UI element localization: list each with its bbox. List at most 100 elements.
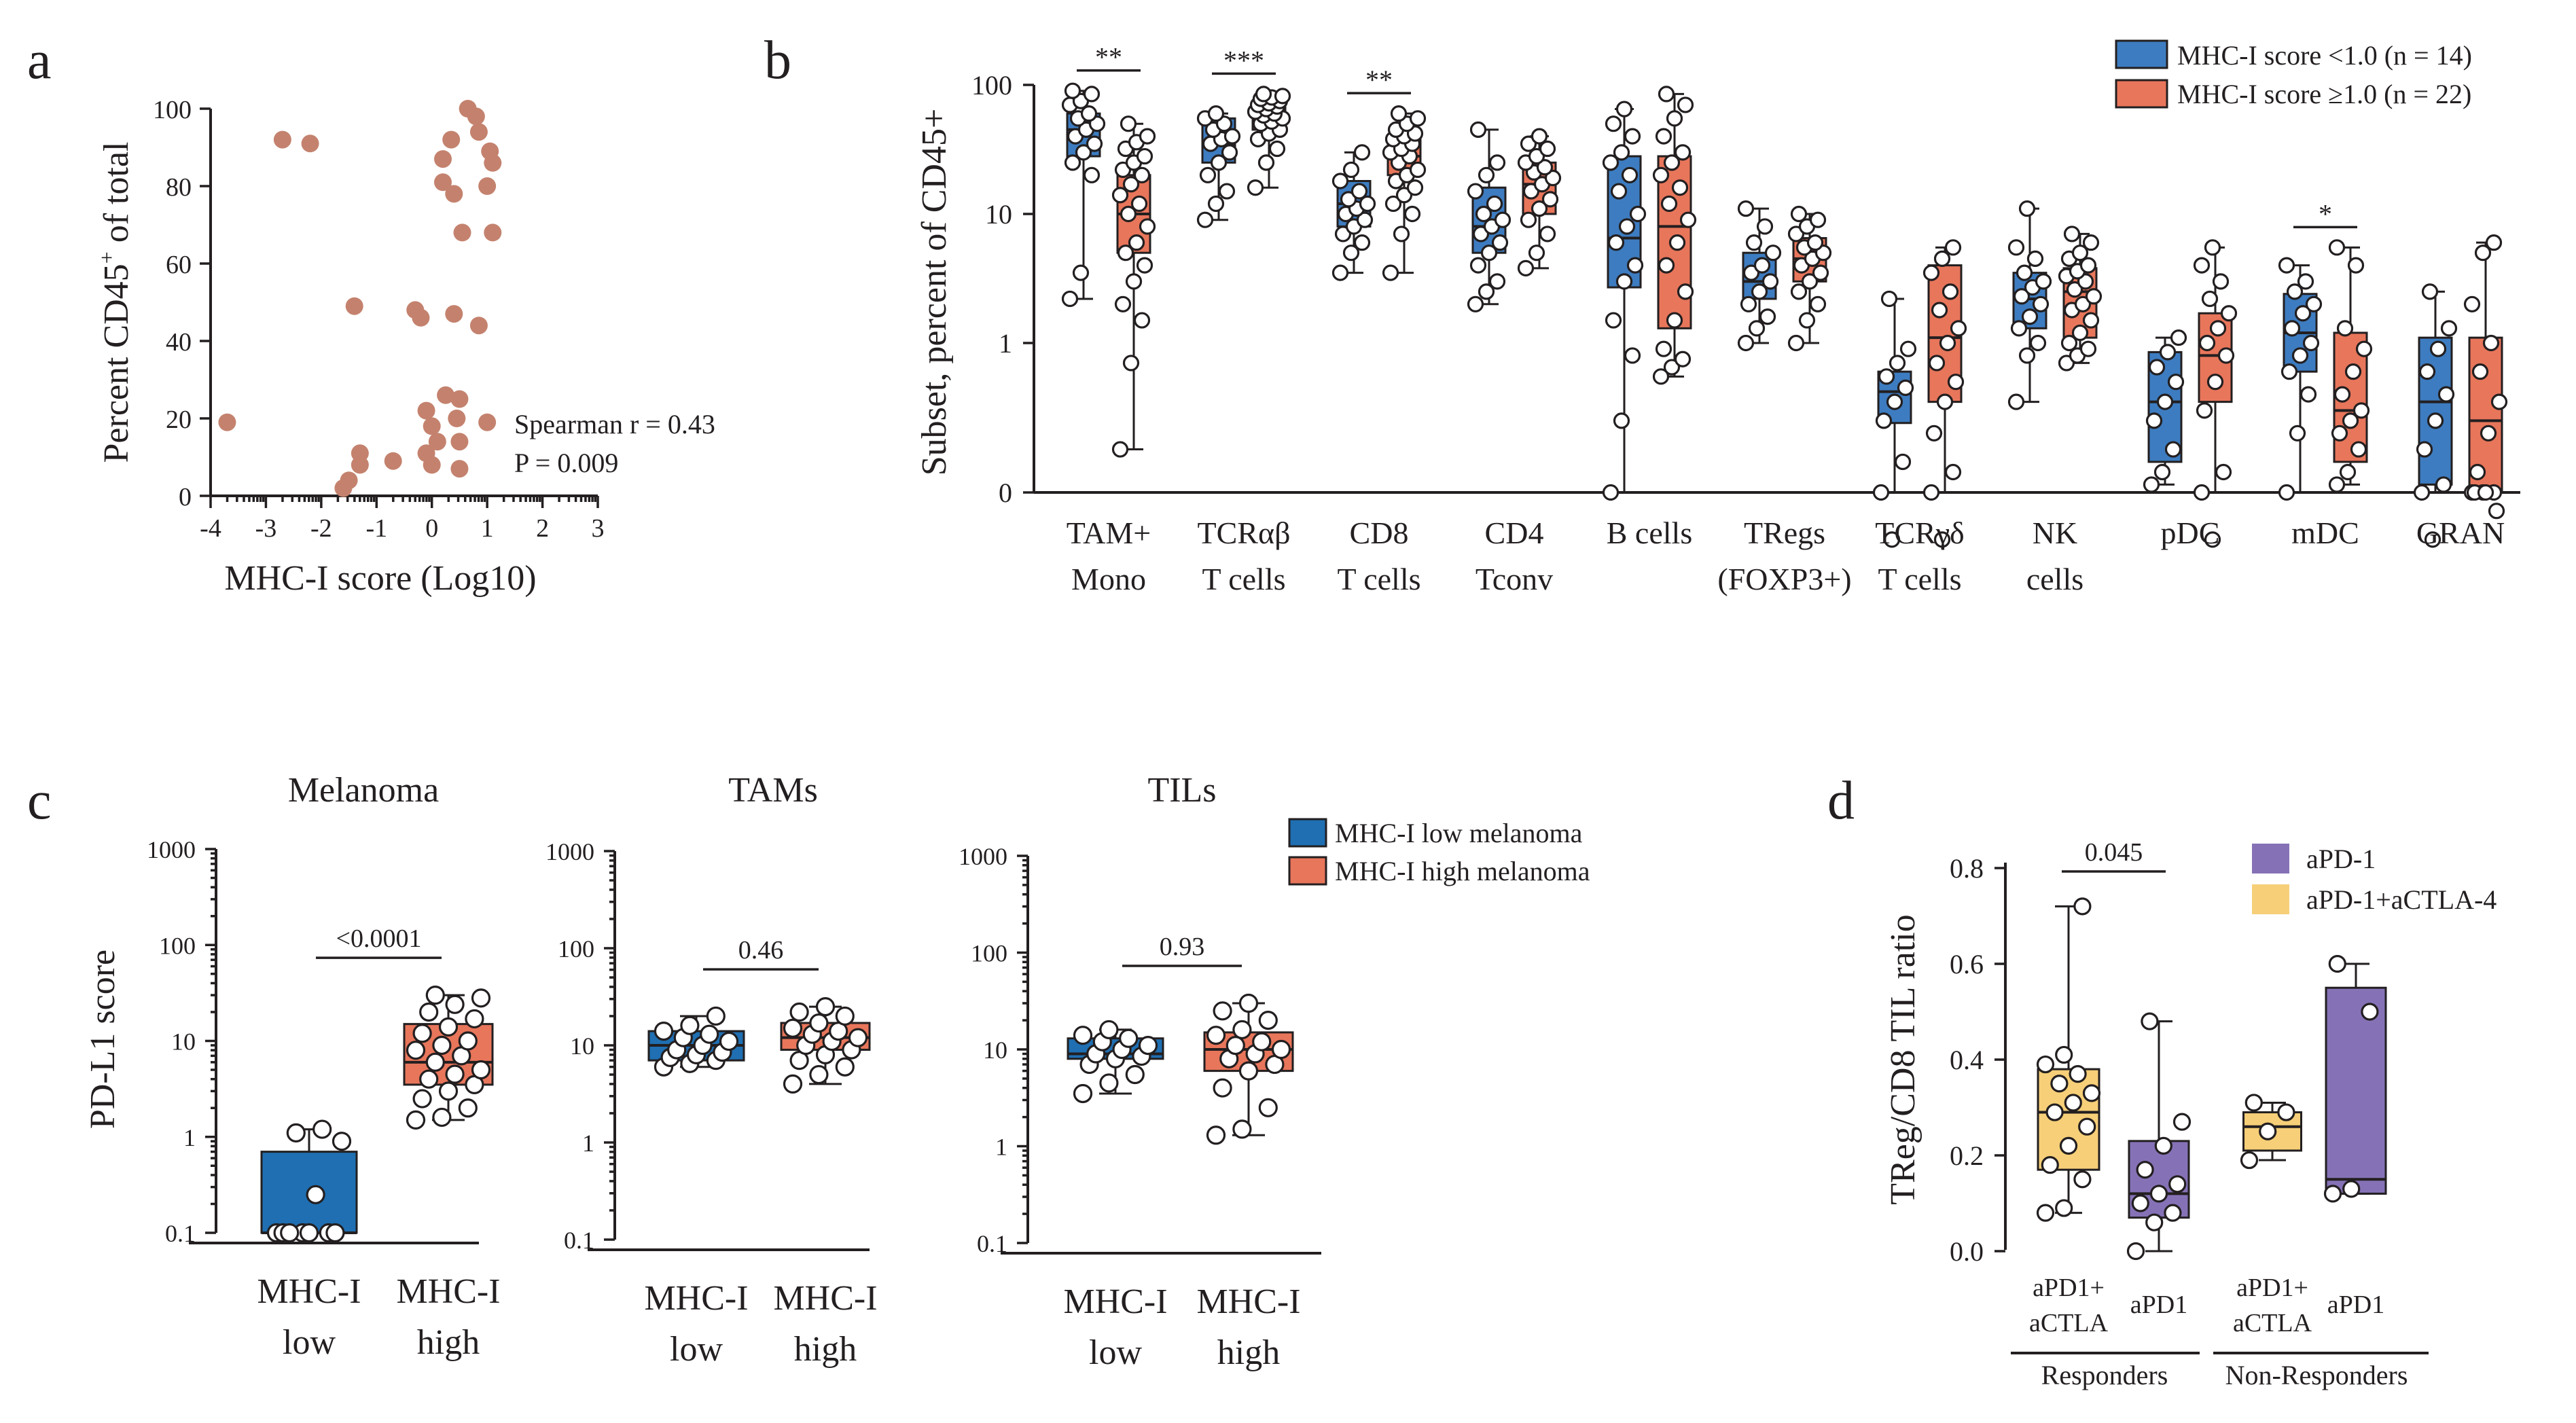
panel-b-point [1117,245,1134,262]
panel-b-legend: MHC-I score <1.0 (n = 14) MHC-I score ≥1… [2115,39,2472,109]
panel-b-point [1247,179,1264,196]
panel-c-subplots: Melanoma 0.1 1 10 100 1000 MHC-I low MHC-I high <0… [147,771,1321,1372]
panel-c-y-tick-label: 1 [183,1124,196,1151]
panel-c-legend-label-low: MHC-I low melanoma [1335,818,1583,848]
panel-b-category-label: TAM+ [1067,516,1151,550]
panel-d-point [2145,1213,2164,1231]
panel-b-point [2074,295,2092,312]
panel-b-point [1086,135,1103,152]
panel-c-category-label-line2: low [670,1330,723,1369]
panel-b-point [1221,144,1238,161]
panel-b-point [2153,463,2171,481]
panel-d-legend-label-apd1: aPD-1 [2306,844,2376,874]
panel-b-point [1875,412,1893,429]
panel-a-x-tick-label: -4 [200,514,221,543]
panel-a: a 0 20 40 60 80 100 -4 -3 -2 -1 0 1 2 3 MHC-I score … [27,31,715,598]
panel-d-point [2361,1003,2379,1021]
panel-d-point [2244,1094,2263,1112]
panel-b-point [1114,295,1132,312]
panel-c-point [425,1052,445,1072]
panel-b-point [1064,154,1081,171]
panel-b-point [2170,329,2187,346]
panel-c-y-tick-label: 1000 [147,836,196,863]
panel-a-letter: a [27,31,52,90]
panel-d-y-ticks: 0.0 0.2 0.4 0.6 0.8 [1950,853,2005,1267]
panel-b-point [1658,257,1675,274]
panel-b-point [1133,312,1151,329]
panel-b-y-tick-label: 10 [985,199,1012,230]
panel-c-subplot-title: TAMs [728,771,818,810]
panel-b-point [2079,257,2097,274]
panel-b-point [1872,484,1890,501]
panel-b-point [2145,412,2163,429]
panel-a-point [437,386,455,404]
panel-c-point [1232,1020,1252,1040]
panel-b-point [2066,281,2083,298]
panel-b-point [1531,128,1548,145]
panel-c-letter: c [27,771,52,831]
panel-a-y-tick-label: 60 [166,251,192,279]
panel-d-point [2059,1136,2078,1155]
panel-b-point [2416,441,2433,458]
panel-b-category-label-line2: T cells [1878,562,1961,596]
panel-b-point [1531,200,1548,217]
panel-c-point [1125,1064,1145,1085]
panel-b-point [1613,412,1630,429]
panel-b-point [1359,195,1376,213]
panel-b-point [1801,273,1819,290]
panel-b-point [1751,283,1768,300]
panel-b-point [2060,334,2078,352]
panel-b-point [2463,295,2481,312]
panel-a-points [218,100,502,497]
panel-b-point [1679,211,1697,228]
panel-b-point [2032,295,2050,312]
panel-b-point [1674,350,1692,367]
panel-a-point [417,401,435,420]
panel-c-point [406,1041,426,1060]
panel-d-category-label: aPD1 [2327,1291,2384,1319]
panel-b-point [1602,154,1620,171]
panel-c-point [1099,1020,1119,1040]
panel-c-category-label-line2: high [794,1330,857,1369]
panel-c-y-tick-label: 100 [558,935,594,962]
panel-b-category-label: B cells [1607,516,1692,550]
panel-a-point [448,410,466,427]
panel-b-point [1615,273,1633,290]
panel-a-annotation-p: P = 0.009 [514,448,618,478]
panel-c-point [789,1002,809,1022]
panel-b-point [2021,308,2039,325]
panel-d-y-tick-label: 0.4 [1950,1045,1984,1075]
panel-b-point [1539,226,1556,242]
panel-b-legend-label-high: MHC-I score ≥1.0 (n = 22) [2177,79,2471,109]
panel-b-point [1621,166,1639,183]
panel-b-point [1928,355,1946,372]
panel-b-point [1541,191,1559,208]
panel-c-point [332,1132,352,1151]
panel-b-point [1223,128,1241,145]
panel-b-point [2018,347,2036,364]
panel-b-legend-label-low: MHC-I score <1.0 (n = 14) [2177,40,2472,71]
panel-b-point [2278,257,2295,274]
panel-b-box-low [2418,336,2453,486]
panel-b-point [2156,393,2174,410]
panel-c-point [1213,1001,1232,1021]
panel-b-point [1925,425,1943,442]
panel-b-category-label-line2: T cells [1202,562,1285,596]
panel-b-point [1663,359,1681,376]
panel-a-x-tick-label: 0 [425,514,438,543]
panel-a-point [423,417,441,435]
panel-a-annotation-r: Spearman r = 0.43 [514,409,715,439]
panel-c-point [783,1074,803,1094]
panel-b-point [2421,283,2439,300]
panel-b-point [1899,340,1917,357]
panel-c-pvalue: <0.0001 [336,924,422,953]
panel-b-point [2085,288,2103,305]
panel-c-point [406,1110,426,1130]
panel-c-y-tick-label: 10 [983,1037,1007,1064]
panel-b-point [1666,312,1683,329]
panel-d-point [2036,1204,2055,1222]
panel-b-point [2339,463,2357,481]
panel-b-point [1356,211,1374,228]
